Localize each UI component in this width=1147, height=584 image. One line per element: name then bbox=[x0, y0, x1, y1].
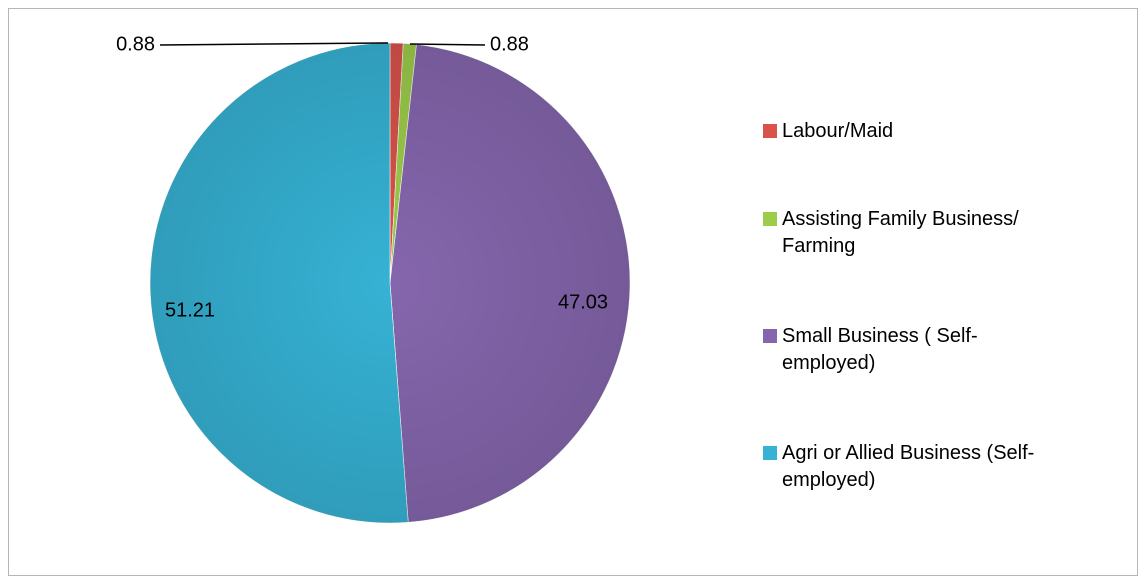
legend-label: Small Business ( Self- employed) bbox=[782, 323, 1102, 377]
legend-label: Assisting Family Business/ Farming bbox=[782, 206, 1102, 260]
legend-item-assisting-family-business: Assisting Family Business/ Farming bbox=[763, 206, 1102, 260]
pie-shading bbox=[150, 43, 630, 523]
legend-label-line1: Labour/Maid bbox=[782, 120, 894, 142]
legend-swatch bbox=[763, 446, 777, 460]
legend-item-labour-maid: Labour/Maid bbox=[763, 118, 1102, 145]
legend-swatch bbox=[763, 124, 777, 138]
legend-label-line1: Assisting Family Business/ bbox=[782, 208, 1019, 230]
legend-item-agri-allied-business: Agri or Allied Business (Self- employed) bbox=[763, 440, 1102, 494]
data-label: 0.88 bbox=[490, 33, 529, 55]
legend-label-line2: employed) bbox=[782, 352, 876, 374]
leader-line bbox=[159, 42, 389, 46]
legend-label-line1: Agri or Allied Business (Self- bbox=[782, 442, 1035, 464]
legend-swatch bbox=[763, 212, 777, 226]
legend-item-small-business: Small Business ( Self- employed) bbox=[763, 323, 1102, 377]
leader-line bbox=[409, 43, 486, 46]
data-labels: 0.88 0.88 47.03 51.21 bbox=[116, 33, 608, 321]
legend-label-line2: Farming bbox=[782, 235, 856, 257]
legend-label-line2: employed) bbox=[782, 469, 876, 491]
data-label: 0.88 bbox=[116, 33, 155, 55]
data-label: 51.21 bbox=[165, 299, 215, 321]
legend-label-line1: Small Business ( Self- bbox=[782, 325, 978, 347]
legend-swatch bbox=[763, 329, 777, 343]
data-label: 47.03 bbox=[558, 291, 608, 313]
legend-label: Labour/Maid bbox=[782, 118, 1102, 145]
legend-label: Agri or Allied Business (Self- employed) bbox=[782, 440, 1102, 494]
leader-lines bbox=[159, 42, 486, 46]
